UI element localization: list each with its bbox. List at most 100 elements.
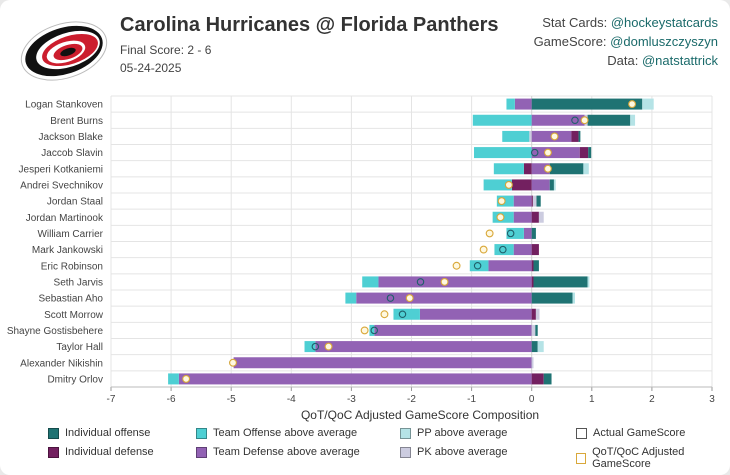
grid — [110, 95, 713, 391]
bar-team-defense — [531, 179, 550, 191]
marker-actual-gamescore — [473, 261, 482, 270]
bar-individual-defense — [531, 308, 536, 320]
bar-team-offense — [502, 130, 530, 142]
bar-pp — [583, 163, 589, 175]
player-name: Jesperi Kotkaniemi — [19, 164, 103, 175]
x-tick-label: -1 — [467, 394, 476, 405]
x-tick-label: -6 — [167, 394, 176, 405]
bar-team-offense — [472, 114, 532, 126]
player-name: William Carrier — [37, 229, 103, 240]
bar-pk — [532, 195, 537, 207]
marker-adjusted-gamescore — [360, 326, 369, 335]
bar-pk — [531, 324, 536, 336]
x-tick-label: -3 — [347, 394, 356, 405]
bar-pk — [529, 130, 532, 142]
player-name: Sebastian Aho — [39, 294, 104, 305]
legend-item-individual-offense[interactable]: Individual offense — [48, 427, 150, 439]
marker-adjusted-gamescore — [628, 100, 637, 109]
player-name: Scott Morrow — [44, 310, 104, 321]
bar-team-defense — [531, 163, 550, 175]
marker-actual-gamescore — [499, 245, 507, 254]
bar-individual-defense — [531, 373, 544, 385]
player-name: Jordan Martinook — [26, 213, 104, 224]
marker-adjusted-gamescore — [580, 116, 589, 125]
legend-item-team-offense[interactable]: Team Offense above average — [196, 427, 357, 439]
bar-team-defense — [378, 276, 532, 288]
player-name: Jordan Staal — [47, 197, 103, 208]
game-date: 05-24-2025 — [120, 61, 182, 75]
bar-team-defense — [315, 341, 532, 353]
x-axis-title: QoT/QoC Adjusted GameScore Composition — [301, 408, 539, 422]
x-tick-label: 3 — [709, 394, 715, 405]
credit-gamescore: GameScore: @domluszczyszyn — [533, 34, 718, 49]
bar-individual-defense — [579, 147, 589, 159]
credit-link[interactable]: @domluszczyszyn — [610, 34, 718, 49]
bar-team-offense — [345, 292, 357, 304]
legend-item-pk[interactable]: PK above average — [400, 446, 508, 458]
legend-label: PP above average — [417, 427, 508, 439]
bar-individual-offense — [533, 260, 539, 272]
legend-swatch-icon — [48, 427, 59, 439]
marker-adjusted-gamescore — [479, 245, 488, 254]
marker-adjusted-gamescore — [550, 132, 559, 141]
bar-team-defense — [513, 244, 532, 256]
legend-label: Individual offense — [65, 427, 151, 439]
bar-individual-offense — [531, 227, 536, 239]
gamescore-chart: Logan Stankoven Brent Burns Jackson Blake J… — [7, 95, 715, 422]
legend-item-pp[interactable]: PP above average — [400, 427, 507, 439]
legend-label: QoT/QoC Adjusted GameScore — [592, 446, 685, 470]
y-axis-labels: Logan Stankoven Brent Burns Jackson Blake J… — [7, 100, 104, 386]
bar-team-defense — [178, 373, 532, 385]
bar-team-defense — [513, 195, 532, 207]
bar-pk — [538, 211, 544, 223]
bar-individual-offense — [536, 195, 541, 207]
credit-link[interactable]: @natstattrick — [641, 53, 718, 68]
marker-actual-gamescore — [398, 310, 407, 318]
marker-adjusted-gamescore — [504, 180, 513, 189]
bar-team-offense — [362, 276, 379, 288]
player-name: Mark Jankowski — [32, 245, 103, 256]
game-title: Carolina Hurricanes @ Florida Panthers — [120, 14, 499, 36]
x-tick-label: -4 — [287, 394, 296, 405]
marker-actual-gamescore — [370, 326, 378, 335]
legend-swatch-icon — [576, 452, 587, 464]
bar-team-offense — [168, 373, 179, 385]
bar-team-defense — [531, 114, 585, 126]
player-name: Logan Stankoven — [25, 100, 103, 111]
player-name: Brent Burns — [50, 116, 103, 127]
legend-swatch-icon — [196, 446, 207, 458]
marker-adjusted-gamescore — [405, 294, 414, 303]
bar-individual-offense — [549, 179, 554, 191]
bar-team-offense — [506, 227, 524, 239]
x-tick-label: 0 — [529, 394, 535, 405]
bar-individual-offense — [535, 324, 538, 336]
credit-link[interactable]: @hockeystatcards — [610, 15, 718, 30]
player-name: Jackson Blake — [39, 132, 104, 143]
bar-pk — [535, 308, 540, 320]
x-tick-label: 1 — [589, 394, 595, 405]
credits: Stat Cards: @hockeystatcards GameScore: … — [534, 13, 718, 70]
marker-adjusted-gamescore — [452, 261, 461, 270]
player-name: Alexander Nikishin — [20, 358, 103, 369]
legend-swatch-icon — [400, 446, 411, 458]
marker-adjusted-gamescore — [496, 213, 505, 222]
legend-label: PK above average — [417, 446, 508, 458]
marker-adjusted-gamescore — [543, 148, 552, 157]
legend-item-team-defense[interactable]: Team Defense above average — [196, 446, 360, 458]
credit-stat-cards: Stat Cards: @hockeystatcards — [542, 15, 718, 30]
legend-item-individual-defense[interactable]: Individual defense — [48, 446, 154, 458]
legend-label: Team Defense above average — [213, 446, 360, 458]
player-name: Dmitry Orlov — [47, 374, 103, 385]
bar-team-defense — [233, 357, 532, 369]
bar-team-defense — [514, 98, 532, 110]
player-name: Jaccob Slavin — [41, 148, 103, 159]
bar-pp — [587, 276, 590, 288]
marker-adjusted-gamescore — [229, 358, 237, 367]
bar-individual-offense — [533, 276, 588, 288]
markers — [182, 100, 637, 383]
legend-item-actual[interactable]: Actual GameScore — [576, 427, 685, 439]
bar-team-offense — [369, 324, 375, 336]
legend-item-adjusted[interactable]: QoT/QoC Adjusted GameScore — [576, 446, 730, 470]
bars — [168, 98, 654, 385]
marker-actual-gamescore — [416, 278, 425, 286]
